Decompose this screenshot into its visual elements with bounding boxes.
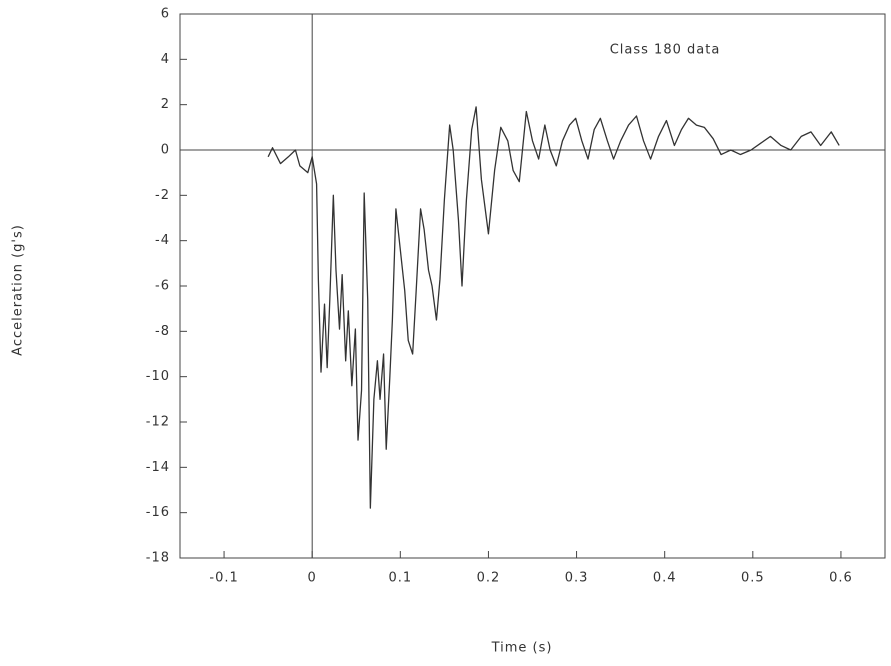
annotation: Class 180 data [610, 43, 721, 58]
y-tick-label: 6 [161, 7, 170, 22]
x-axis-label: Time (s) [491, 641, 553, 656]
x-tick-label: -0.1 [209, 571, 238, 586]
x-tick-label: 0 [308, 571, 317, 586]
x-tick-label: 0.1 [388, 571, 412, 586]
y-tick-label: 0 [161, 143, 170, 158]
y-tick-label: -2 [155, 188, 170, 203]
y-axis-label: Acceleration (g's) [11, 224, 26, 356]
y-tick-label: -8 [155, 324, 170, 339]
y-tick-label: -12 [146, 415, 170, 430]
y-tick-label: 4 [161, 52, 170, 67]
y-tick-label: -14 [146, 460, 170, 475]
plot-frame [179, 13, 886, 559]
y-tick-label: -6 [155, 279, 170, 294]
y-tick-label: 2 [161, 97, 170, 112]
y-tick-label: -18 [146, 551, 170, 566]
x-tick-label: 0.2 [477, 571, 501, 586]
data-line [267, 106, 840, 509]
y-tick-label: -4 [155, 233, 170, 248]
x-tick-label: 0.5 [741, 571, 765, 586]
x-tick-label: 0.3 [565, 571, 589, 586]
y-tick-label: -16 [146, 505, 170, 520]
y-tick-label: -10 [146, 369, 170, 384]
x-tick-label: 0.6 [829, 571, 853, 586]
x-tick-label: 0.4 [653, 571, 677, 586]
